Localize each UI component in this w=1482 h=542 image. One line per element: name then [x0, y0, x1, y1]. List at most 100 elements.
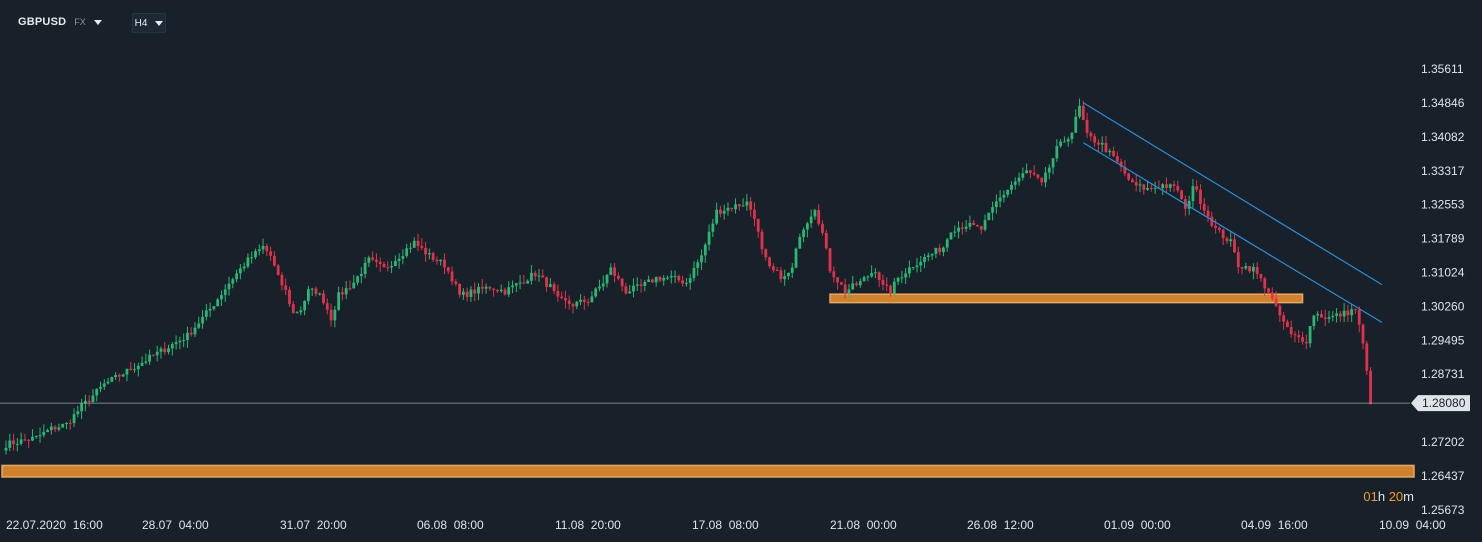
descending-channel[interactable] [1082, 102, 1383, 323]
candle-body [737, 204, 741, 207]
candle-body [1123, 166, 1127, 174]
candle-body [1187, 200, 1191, 209]
candle-body [254, 251, 257, 258]
channel-line[interactable] [1082, 102, 1383, 286]
support-zone[interactable] [1, 464, 1415, 478]
candle-body [257, 249, 261, 252]
candle-body [1195, 186, 1199, 190]
y-tick-label: 1.29495 [1421, 333, 1465, 347]
candle-body [469, 289, 473, 297]
price-axis[interactable]: 1.35611 1.34846 1.34082 1.33317 1.32553 1.317… [1421, 62, 1465, 517]
candle-body [579, 299, 582, 302]
candle-body [722, 210, 726, 214]
candle-body [193, 327, 197, 335]
candle-body [707, 231, 711, 245]
candle-body [1172, 184, 1176, 186]
candle-body [511, 285, 514, 288]
y-tick-label: 1.28731 [1421, 367, 1465, 381]
symbol-selector[interactable]: GBPUSD FX [18, 12, 102, 32]
candle-body [1153, 187, 1157, 189]
candle-body [885, 284, 889, 286]
candle-body [530, 272, 533, 281]
candle-body [12, 440, 15, 445]
candle-body [1293, 334, 1297, 336]
candle-body [95, 388, 99, 396]
candle-body [669, 276, 673, 278]
candle-body [1225, 238, 1229, 242]
candle-body [129, 368, 133, 371]
candle-body [896, 277, 900, 282]
candle-body [155, 351, 159, 356]
candle-body [1059, 141, 1063, 147]
candle-body [65, 422, 68, 425]
candle-body [658, 276, 662, 281]
candle-body [749, 201, 753, 210]
candle-body [1331, 315, 1335, 318]
candle-body [828, 248, 832, 272]
candle-body [1282, 315, 1286, 322]
timeframe-selector[interactable]: H4 [132, 13, 166, 33]
candle-body [318, 293, 322, 295]
channel-line[interactable] [1082, 142, 1383, 323]
candle-body [1206, 210, 1210, 217]
candle-body [552, 284, 556, 291]
candle-body [492, 288, 496, 290]
time-axis[interactable]: 22.07.2020 16:00 28.07 04:00 31.07 20:00 06… [6, 518, 1446, 532]
candle-body [1017, 177, 1021, 182]
candle-body [431, 253, 435, 260]
candle-body [711, 223, 715, 232]
chevron-down-icon [155, 20, 164, 26]
candle-body [787, 272, 790, 277]
candle-body [427, 253, 431, 255]
candle-body [344, 288, 348, 295]
candle-body [288, 289, 291, 305]
candle-body [1168, 184, 1172, 188]
candle-body [919, 261, 923, 266]
candle-body [1112, 150, 1115, 157]
candle-body [700, 255, 703, 263]
candle-body [650, 279, 654, 283]
candle-body [1085, 119, 1089, 133]
candle-body [1040, 177, 1044, 183]
candle-body [412, 240, 416, 248]
candle-body [1214, 225, 1217, 228]
candle-body [1070, 132, 1074, 140]
candle-body [847, 289, 851, 294]
candle-body [1127, 173, 1131, 180]
candle-body [1176, 185, 1180, 191]
candle-body [987, 212, 991, 221]
candle-body [685, 282, 688, 284]
candle-body [900, 277, 904, 279]
candle-body [522, 282, 526, 284]
candle-body [446, 267, 450, 272]
candle-body [647, 279, 650, 283]
candle-body [68, 422, 72, 424]
candle-body [1365, 343, 1369, 371]
candle-body [1047, 167, 1051, 173]
candle-body [533, 272, 537, 277]
candle-body [80, 403, 83, 412]
candle-body [904, 273, 908, 278]
candle-body [1066, 139, 1070, 142]
candle-body [677, 275, 681, 281]
candle-body [719, 209, 722, 214]
candle-body [250, 257, 254, 259]
support-zones [1, 293, 1415, 478]
candles-layer [4, 98, 1372, 455]
candle-body [1138, 184, 1142, 186]
candle-body [348, 288, 352, 290]
candle-body [1236, 252, 1240, 268]
candle-body [1354, 309, 1357, 311]
candle-body [594, 288, 598, 297]
candle-body [1191, 186, 1195, 201]
candle-body [613, 267, 616, 276]
candle-body [341, 292, 344, 295]
support-zone[interactable] [829, 293, 1304, 304]
candle-body [1244, 266, 1248, 269]
candle-body [27, 439, 31, 441]
candle-body [314, 288, 318, 295]
candle-body [216, 299, 220, 307]
candle-body [19, 439, 23, 444]
candle-body [586, 302, 590, 304]
